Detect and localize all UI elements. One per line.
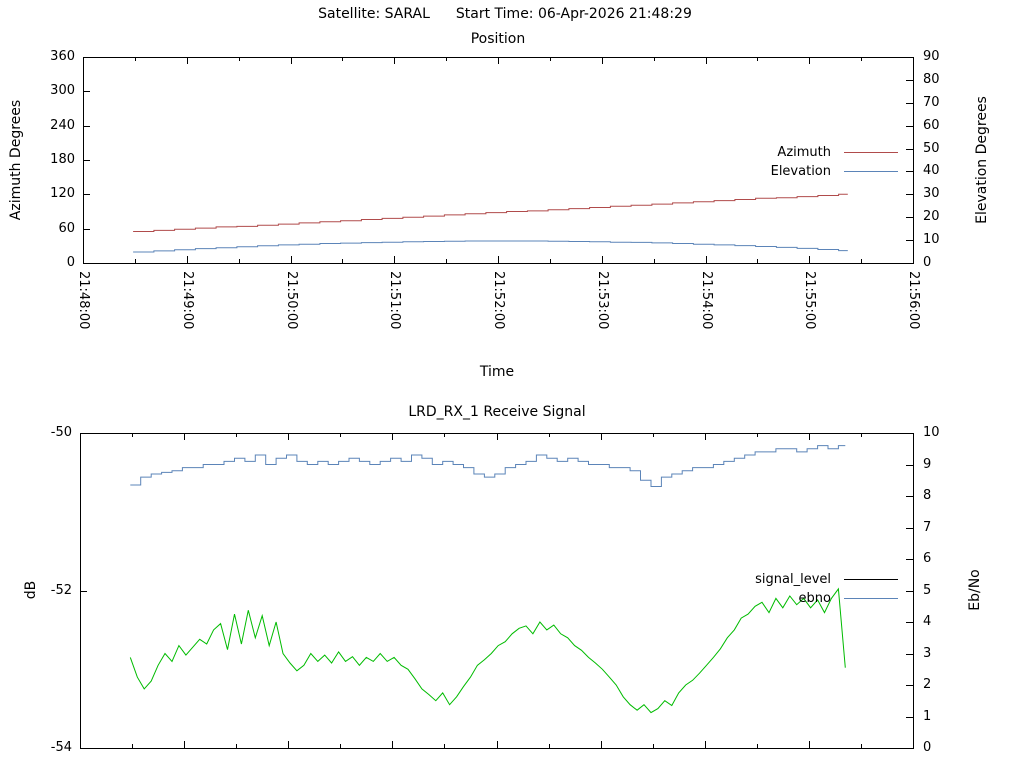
- y-tick-label: 180: [50, 152, 75, 167]
- plot-border: [83, 57, 914, 264]
- y-tick-label: 0: [66, 255, 75, 270]
- legend-line-sample: [844, 598, 898, 599]
- y-tick-label: 360: [50, 49, 75, 64]
- y2-tick-label: 1: [923, 708, 932, 724]
- y2-tick-label: 6: [923, 551, 932, 566]
- page-title: Satellite: SARAL Start Time: 06-Apr-2026 …: [0, 6, 1010, 22]
- legend-row: signal_level: [578, 570, 898, 589]
- legend-label: signal_level: [755, 572, 831, 587]
- x-tick-label: 21:56:00: [906, 271, 921, 330]
- legend-row: ebno: [578, 589, 898, 608]
- y2-tick-label: 10: [923, 232, 940, 248]
- y2-tick-label: 30: [923, 186, 940, 202]
- elevation-axis-label: Elevation Degrees: [974, 96, 990, 224]
- y2-tick-label: 2: [923, 677, 932, 692]
- series-Azimuth: [133, 193, 848, 232]
- series-Elevation: [133, 240, 848, 253]
- y2-tick-label: 7: [923, 519, 932, 535]
- y-tick-label: 60: [58, 220, 75, 236]
- series-signal_level: [129, 587, 846, 714]
- y2-tick-label: 20: [923, 209, 940, 225]
- start-time-label: Start Time: 06-Apr-2026 21:48:29: [455, 6, 692, 22]
- axis-ticks: [80, 433, 914, 749]
- legend-label: Azimuth: [777, 145, 831, 160]
- x-tick-label: 21:52:00: [491, 271, 506, 330]
- y2-tick-label: 60: [923, 117, 940, 133]
- y2-tick-label: 80: [923, 71, 940, 87]
- legend-row: Elevation: [578, 162, 898, 181]
- y-tick-label: -52: [50, 582, 72, 598]
- y2-tick-label: 40: [923, 163, 940, 179]
- x-tick-label: 21:51:00: [387, 271, 403, 330]
- y2-tick-label: 0: [923, 255, 932, 270]
- legend-label: Elevation: [770, 164, 831, 179]
- y2-tick-label: 70: [923, 94, 940, 110]
- legend-line-sample: [844, 171, 898, 172]
- y2-tick-label: 3: [923, 645, 932, 661]
- y2-tick-label: 50: [923, 140, 940, 156]
- y-tick-label: 300: [50, 83, 75, 99]
- plot-border: [80, 433, 914, 749]
- y2-tick-label: 10: [923, 425, 940, 440]
- x-tick-label: 21:50:00: [283, 271, 299, 330]
- x-tick-label: 21:55:00: [802, 271, 818, 330]
- y-tick-label: 120: [50, 186, 75, 202]
- time-axis-label: Time: [479, 364, 515, 380]
- y2-tick-label: 90: [923, 49, 940, 64]
- y2-tick-label: 9: [923, 456, 932, 472]
- receive-signal-chart-title: LRD_RX_1 Receive Signal: [408, 404, 586, 420]
- x-tick-label: 21:49:00: [179, 271, 195, 330]
- legend-line-sample: [844, 579, 898, 580]
- x-tick-label: 21:53:00: [594, 271, 610, 330]
- y2-tick-label: 8: [923, 488, 932, 503]
- series-ebno: [130, 445, 846, 487]
- legend-line-sample: [844, 152, 898, 153]
- legend: Azimuth Elevation: [578, 143, 898, 181]
- y2-tick-label: 5: [923, 582, 932, 598]
- y-tick-label: -54: [50, 740, 72, 755]
- ebno-axis-label: Eb/No: [967, 569, 983, 611]
- y2-tick-label: 0: [923, 740, 932, 755]
- azimuth-axis-label: Azimuth Degrees: [8, 99, 24, 221]
- y2-tick-label: 4: [923, 614, 932, 629]
- axis-ticks: [83, 57, 914, 264]
- db-axis-label: dB: [23, 580, 39, 600]
- x-tick-label: 21:54:00: [698, 271, 714, 330]
- position-chart-title: Position: [470, 31, 526, 47]
- satellite-label: Satellite: SARAL: [318, 6, 430, 22]
- y-tick-label: -50: [50, 425, 72, 440]
- y-tick-label: 240: [50, 117, 75, 133]
- legend-label: ebno: [798, 591, 831, 606]
- legend-row: Azimuth: [578, 143, 898, 162]
- x-tick-label: 21:48:00: [76, 271, 91, 330]
